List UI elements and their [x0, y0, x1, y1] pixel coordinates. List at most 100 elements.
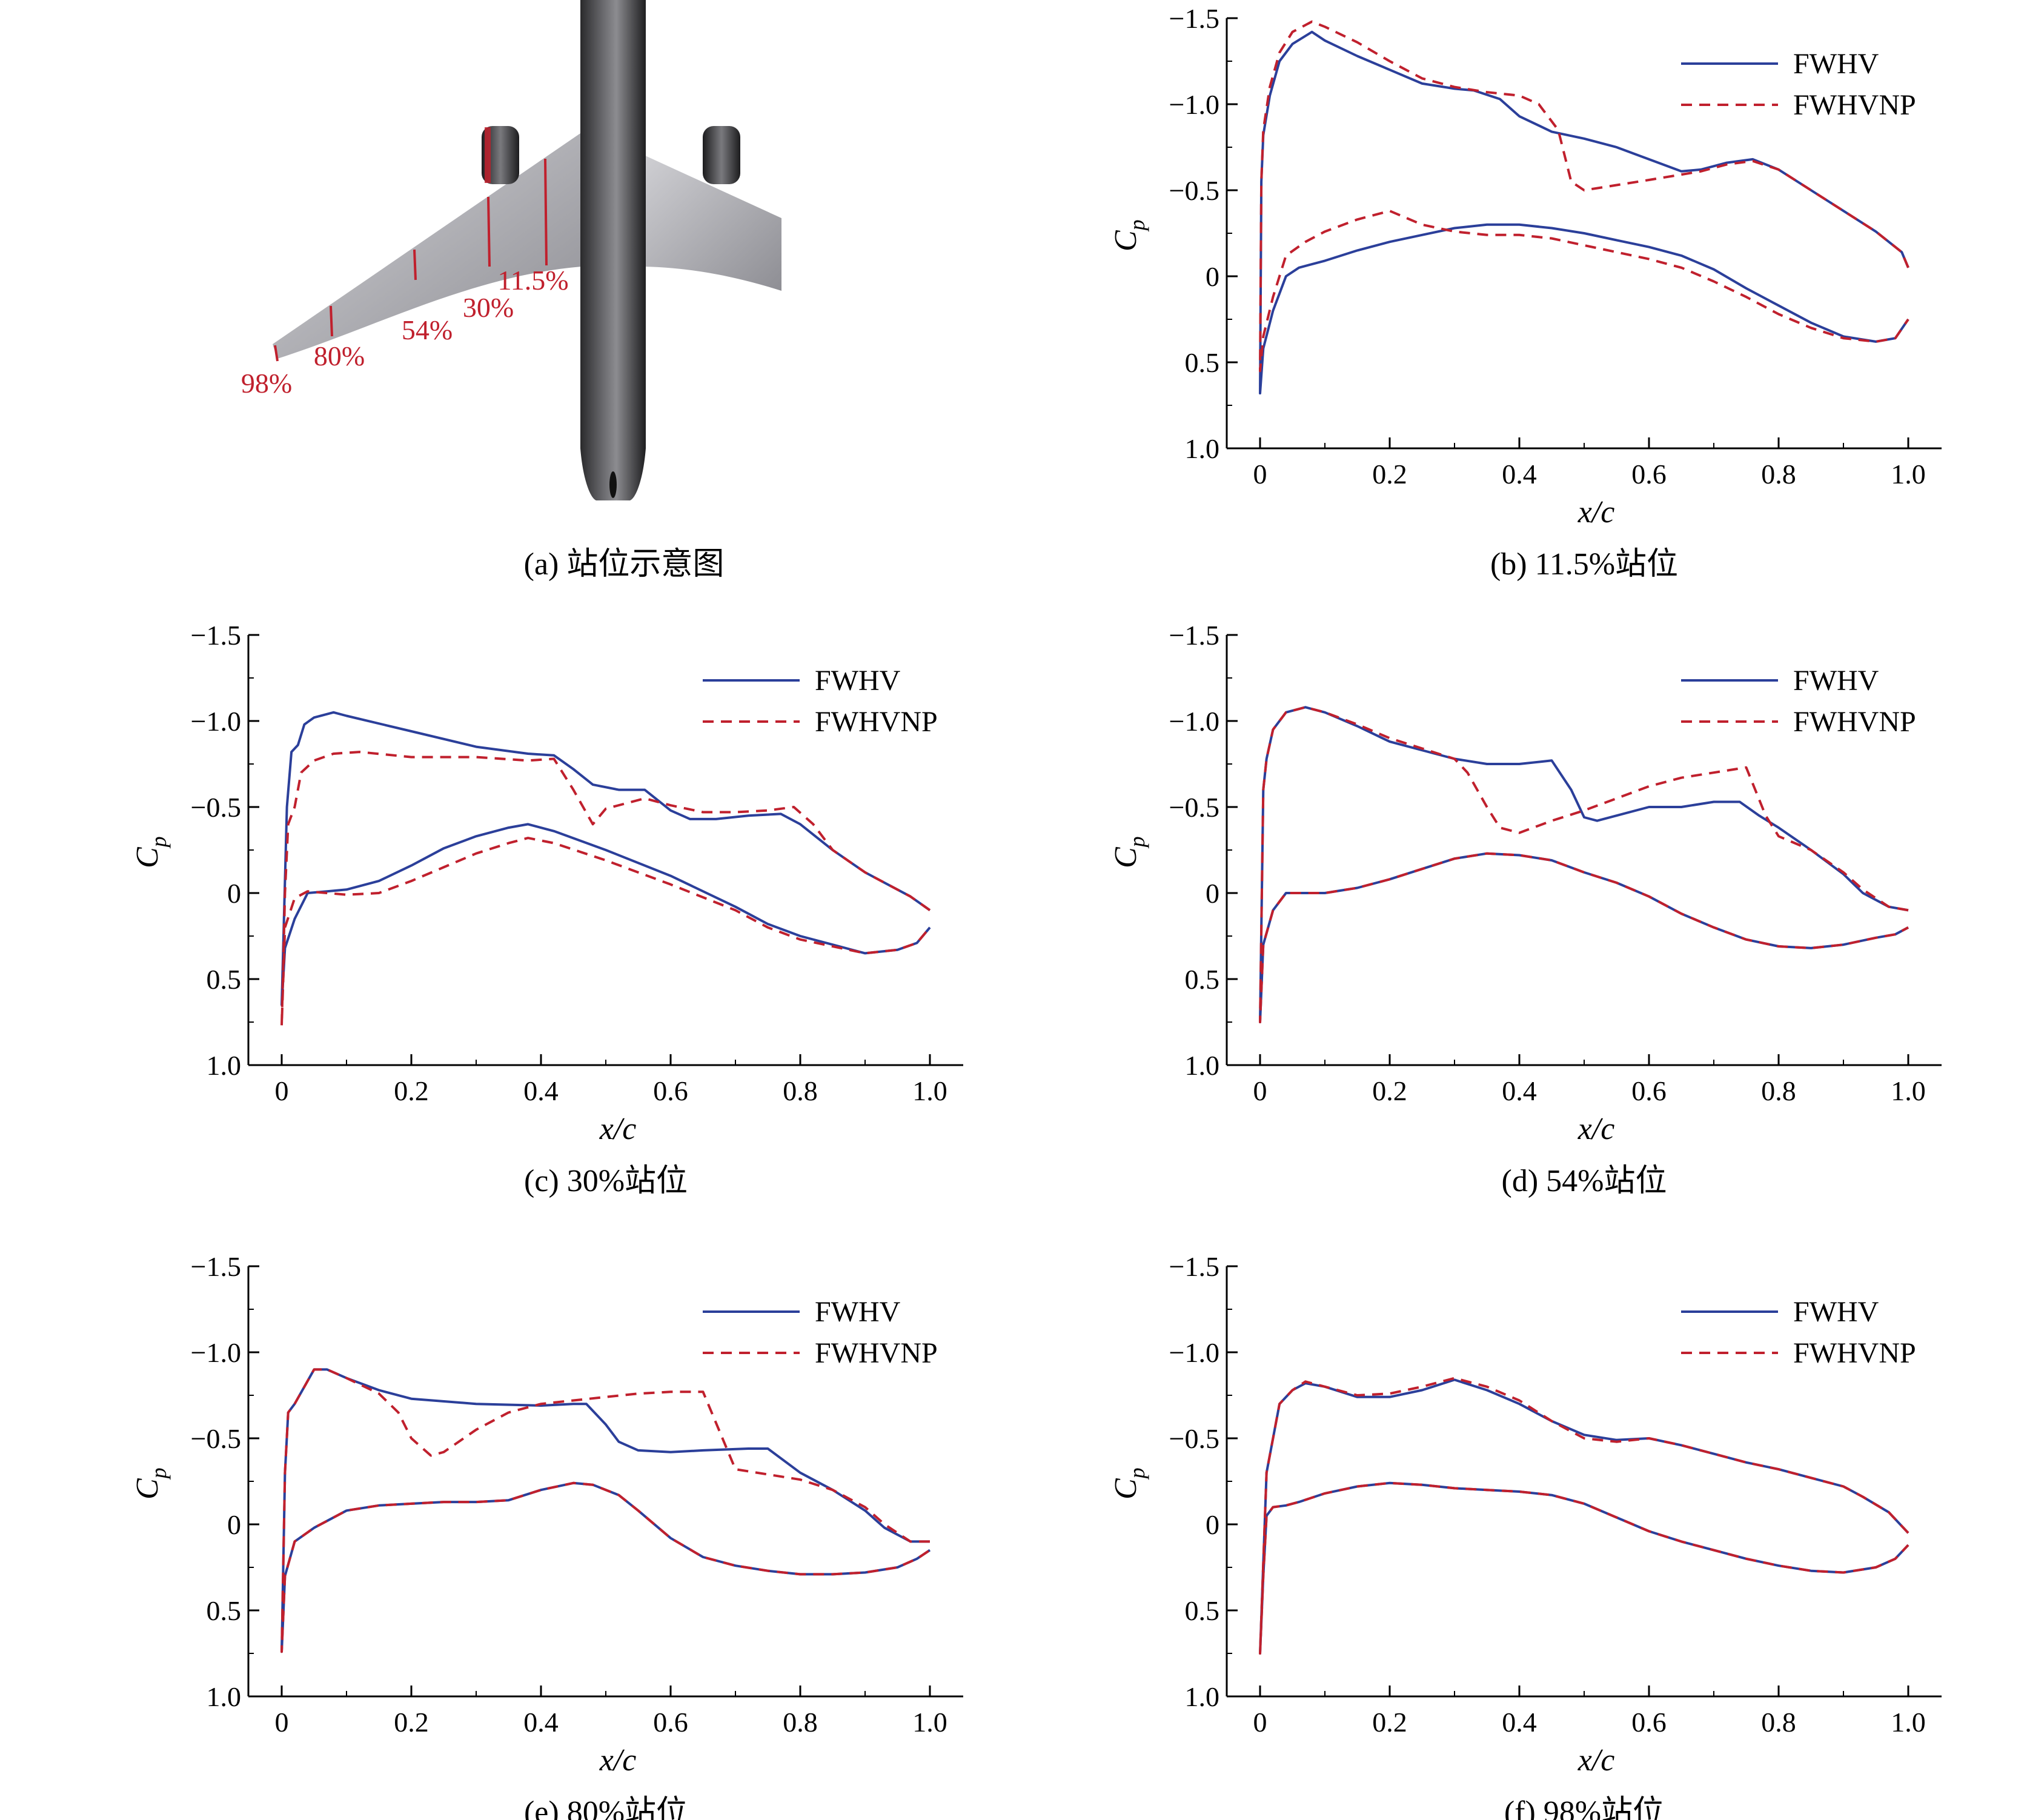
legend-label-fwhv: FWHV: [1793, 1296, 1879, 1328]
series-line-fwhvnp: [1259, 706, 1909, 1023]
chart-caption: (b) 11.5%站位: [1490, 547, 1678, 582]
x-tick-label: 0.6: [1631, 459, 1667, 490]
x-tick-label: 0.2: [394, 1707, 429, 1738]
x-tick-label: 0.4: [1502, 459, 1537, 490]
series-line-fwhvnp: [1259, 20, 1909, 373]
x-tick-label: 0: [275, 1707, 289, 1738]
y-tick-label: 1.0: [207, 1681, 242, 1712]
x-tick-label: 0.2: [1372, 1707, 1407, 1738]
chart-b: −1.5 −1.0 −0.5 0 0.5 1.0 0 0.2 0.4 0.6 0.8 1.0 x/c Cp…: [1109, 3, 1942, 582]
y-tick-label: 1.0: [1185, 1050, 1220, 1081]
x-axis-label: x/c: [1577, 1112, 1615, 1146]
x-tick-label: 0.8: [1761, 1707, 1796, 1738]
y-tick-label: −1.0: [191, 1337, 241, 1368]
x-tick-label: 0.4: [1502, 1075, 1537, 1106]
station-lines: [274, 158, 548, 362]
x-tick-label: 0.4: [523, 1707, 559, 1738]
x-tick-label: 0: [1253, 459, 1267, 490]
x-tick-label: 0.6: [1631, 1707, 1667, 1738]
y-tick-label: 1.0: [207, 1050, 242, 1081]
y-tick-label: 0.5: [1185, 964, 1220, 995]
y-tick-label: −0.5: [191, 1423, 241, 1454]
station-label-11.5pct: 11.5%: [497, 265, 568, 296]
series-line-fwhv: [280, 711, 931, 1006]
x-tick-label: 0.8: [783, 1075, 818, 1106]
x-axis-label: x/c: [599, 1743, 637, 1778]
y-tick-label: 1.0: [1185, 1681, 1220, 1712]
y-axis-label: Cp: [1109, 836, 1149, 868]
x-tick-label: 0.6: [1631, 1075, 1667, 1106]
y-tick-label: −1.0: [1169, 706, 1219, 737]
y-tick-label: 0.5: [1185, 1595, 1220, 1626]
chart-e: −1.5 −1.0 −0.5 0 0.5 1.0 0 0.2 0.4 0.6 0.8 1.0 x/c Cp…: [130, 1251, 963, 1820]
x-tick-label: 0: [1253, 1075, 1267, 1106]
station-line-80pct: [330, 305, 333, 337]
y-axis-label: Cp: [1109, 1467, 1149, 1500]
y-tick-label: 0: [1206, 261, 1219, 292]
series-line-fwhv: [280, 1368, 931, 1653]
chart-f: −1.5 −1.0 −0.5 0 0.5 1.0 0 0.2 0.4 0.6 0.8 1.0 x/c Cp…: [1109, 1251, 1942, 1820]
legend-label-fwhv: FWHV: [815, 1296, 901, 1328]
y-tick-label: −1.5: [191, 620, 241, 651]
x-axis-label: x/c: [1577, 1743, 1615, 1778]
fuselage-tail-cone: [609, 471, 617, 498]
y-tick-label: −1.0: [1169, 89, 1219, 120]
legend-label-fwhvnp: FWHVNP: [815, 706, 938, 738]
y-axis-label: Cp: [130, 1467, 171, 1500]
y-axis-label: Cp: [1109, 219, 1149, 251]
station-label-30pct: 30%: [463, 292, 514, 323]
x-tick-label: 0.8: [783, 1707, 818, 1738]
series-line-fwhv: [1259, 706, 1909, 1023]
y-tick-label: −1.5: [1169, 620, 1219, 651]
fuselage: [580, 0, 646, 500]
y-tick-label: −1.5: [1169, 3, 1219, 34]
series-line-fwhvnp: [280, 1368, 931, 1653]
y-tick-label: −0.5: [1169, 792, 1219, 823]
series-line-fwhvnp: [280, 751, 931, 1027]
x-tick-label: 1.0: [1891, 459, 1926, 490]
y-tick-label: 0: [227, 878, 241, 909]
x-tick-label: 0: [275, 1075, 289, 1106]
x-tick-label: 0.6: [653, 1707, 688, 1738]
legend-label-fwhvnp: FWHVNP: [1793, 706, 1916, 738]
legend-label-fwhv: FWHV: [1793, 48, 1879, 80]
y-tick-label: 0: [1206, 1509, 1219, 1540]
legend-label-fwhvnp: FWHVNP: [1793, 1337, 1916, 1369]
series-line-fwhvnp: [1259, 1377, 1909, 1655]
chart-caption: (e) 80%站位: [524, 1795, 688, 1820]
panel-a-caption: (a) 站位示意图: [524, 547, 725, 582]
y-tick-label: −0.5: [191, 792, 241, 823]
legend-label-fwhvnp: FWHVNP: [1793, 89, 1916, 121]
station-line-30pct: [487, 196, 491, 267]
station-line-11.5pct: [544, 158, 548, 266]
y-axis-label: Cp: [130, 836, 171, 868]
y-tick-label: −0.5: [1169, 1423, 1219, 1454]
y-tick-label: −1.0: [1169, 1337, 1219, 1368]
x-tick-label: 0.6: [653, 1075, 688, 1106]
chart-c: −1.5 −1.0 −0.5 0 0.5 1.0 0 0.2 0.4 0.6 0.8 1.0 x/c Cp…: [130, 620, 963, 1198]
x-tick-label: 0.8: [1761, 459, 1796, 490]
station-label-54pct: 54%: [402, 314, 453, 345]
y-tick-label: 0.5: [207, 1595, 242, 1626]
x-tick-label: 0: [1253, 1707, 1267, 1738]
chart-panels: −1.5 −1.0 −0.5 0 0.5 1.0 0 0.2 0.4 0.6 0.8 1.0 x/c Cp…: [130, 3, 1942, 1820]
series-line-fwhv: [1259, 1378, 1909, 1655]
x-tick-label: 1.0: [912, 1707, 947, 1738]
legend-label-fwhv: FWHV: [815, 665, 901, 697]
x-tick-label: 1.0: [1891, 1707, 1926, 1738]
y-tick-label: −1.0: [191, 706, 241, 737]
panel-a-station-diagram: 98% 80% 54% 30%11.5% (a) 站位示意图: [241, 0, 781, 582]
station-label-98pct: 98%: [241, 368, 292, 399]
y-tick-label: 0.5: [207, 964, 242, 995]
legend-label-fwhv: FWHV: [1793, 665, 1879, 697]
station-line-98pct: [274, 345, 279, 362]
station-labels: 98% 80% 54% 30%11.5%: [241, 265, 569, 399]
y-tick-label: 0.5: [1185, 347, 1220, 378]
chart-caption: (f) 98%站位: [1504, 1795, 1664, 1820]
x-tick-label: 1.0: [1891, 1075, 1926, 1106]
x-axis-label: x/c: [1577, 495, 1615, 530]
chart-d: −1.5 −1.0 −0.5 0 0.5 1.0 0 0.2 0.4 0.6 0.8 1.0 x/c Cp…: [1109, 620, 1942, 1198]
x-tick-label: 1.0: [912, 1075, 947, 1106]
left-engine-nacelle: [482, 126, 519, 184]
